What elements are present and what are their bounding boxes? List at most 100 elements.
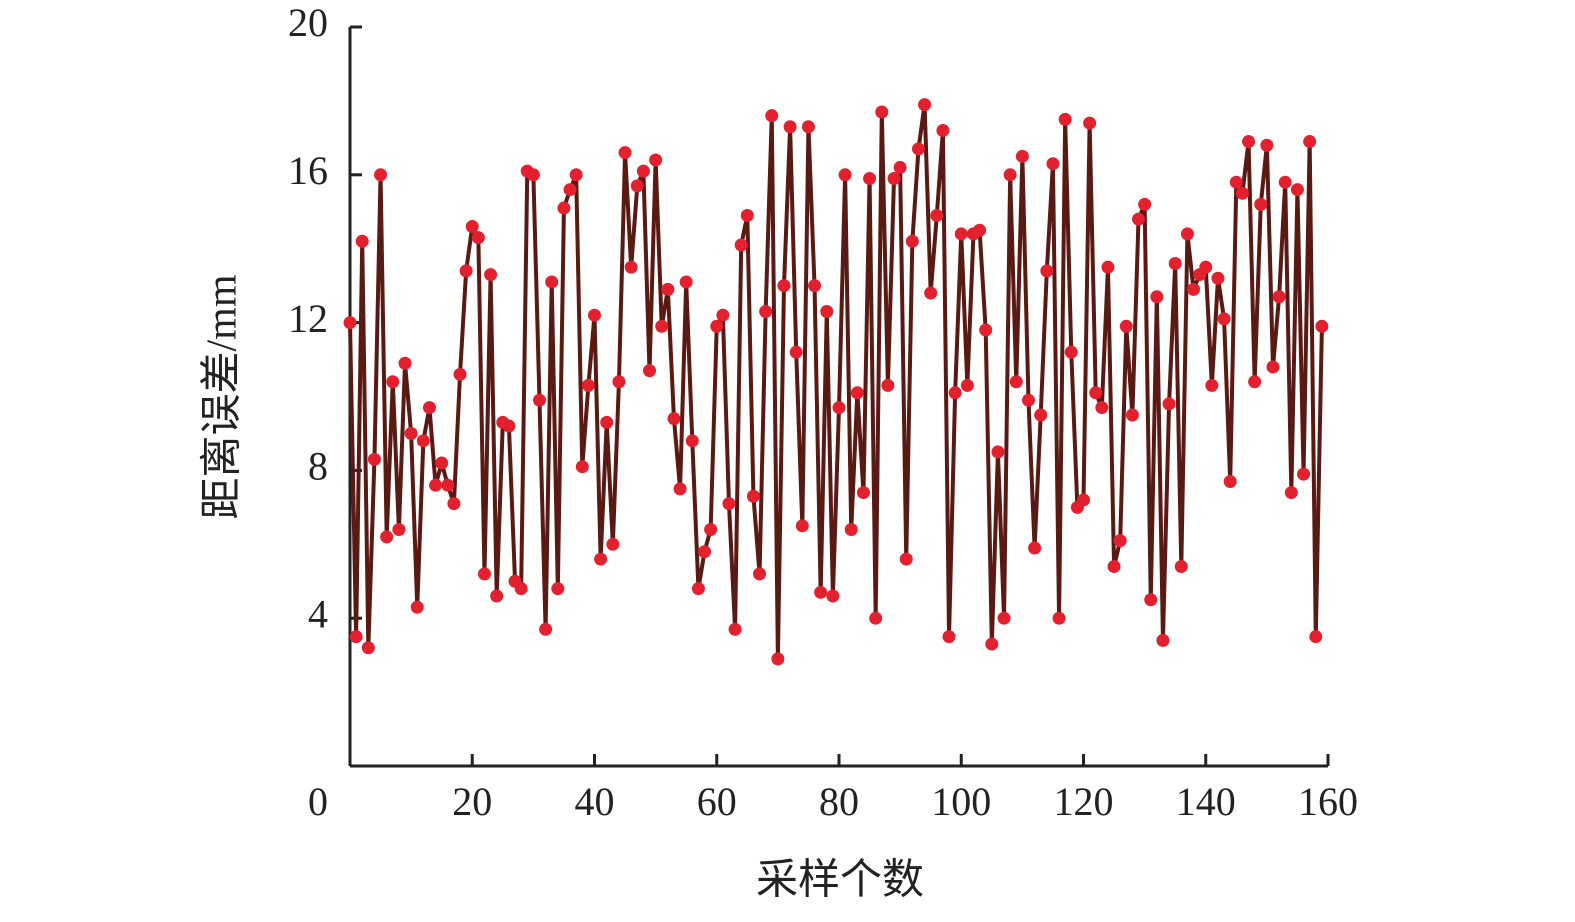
data-point (795, 519, 809, 533)
x-tick-label: 60 (697, 779, 737, 824)
data-point (594, 552, 608, 566)
y-tick-label: 4 (308, 591, 328, 636)
data-point (441, 478, 455, 492)
data-point (936, 123, 950, 137)
data-point (1162, 397, 1176, 411)
data-point (685, 434, 699, 448)
data-point (1260, 138, 1274, 152)
data-point (1015, 149, 1029, 163)
data-point (410, 600, 424, 614)
data-point (863, 171, 877, 185)
data-point (465, 220, 479, 234)
data-point (435, 456, 449, 470)
data-point (875, 105, 889, 119)
data-point (1242, 135, 1256, 149)
data-point (832, 401, 846, 415)
data-point (789, 345, 803, 359)
data-point (624, 260, 638, 274)
data-point (349, 630, 363, 644)
data-point (844, 523, 858, 537)
y-tick-label: 12 (288, 296, 328, 341)
x-tick-label: 100 (931, 779, 991, 824)
data-point (740, 208, 754, 222)
data-point (728, 622, 742, 636)
data-point (398, 356, 412, 370)
data-point (716, 308, 730, 322)
data-point (532, 393, 546, 407)
data-point (905, 234, 919, 248)
x-tick-label: 20 (452, 779, 492, 824)
data-point (1290, 183, 1304, 197)
data-point (1180, 227, 1194, 241)
data-point (1101, 260, 1115, 274)
data-point (881, 378, 895, 392)
data-point (1132, 212, 1146, 226)
data-point (722, 497, 736, 511)
data-point (1064, 345, 1078, 359)
data-point (618, 146, 632, 160)
data-point (783, 120, 797, 134)
data-point (954, 227, 968, 241)
data-point (1254, 197, 1268, 211)
data-point (361, 641, 375, 655)
data-point (569, 168, 583, 182)
series-line (348, 102, 1324, 661)
data-point (551, 582, 565, 596)
data-point (1168, 256, 1182, 270)
data-point (918, 98, 932, 112)
data-point (1021, 393, 1035, 407)
data-point (746, 489, 760, 503)
y-tick-label: 16 (288, 148, 328, 193)
x-tick-label: 120 (1054, 779, 1114, 824)
data-point (380, 530, 394, 544)
data-point (649, 153, 663, 167)
data-point (1138, 197, 1152, 211)
data-point (429, 478, 443, 492)
data-point (753, 567, 767, 581)
data-point (459, 264, 473, 278)
data-point (1174, 559, 1188, 573)
data-point (386, 375, 400, 389)
data-point (1052, 611, 1066, 625)
data-point (1205, 378, 1219, 392)
data-point (985, 637, 999, 651)
data-point (1297, 467, 1311, 481)
data-point (899, 552, 913, 566)
data-point (1278, 175, 1292, 189)
data-point (453, 367, 467, 381)
data-point (630, 179, 644, 193)
data-point (771, 652, 785, 666)
y-tick-label: 8 (308, 444, 328, 489)
data-point (514, 582, 528, 596)
data-point (416, 434, 430, 448)
data-point (960, 378, 974, 392)
data-point (777, 279, 791, 293)
data-point (801, 120, 815, 134)
data-point (367, 452, 381, 466)
x-tick-label: 140 (1176, 779, 1236, 824)
data-point (661, 282, 675, 296)
data-point (1315, 319, 1329, 333)
y-axis-title: 距离误差/mm (199, 274, 246, 519)
x-tick-label: 80 (819, 779, 859, 824)
data-point (1034, 408, 1048, 422)
data-point (710, 319, 724, 333)
data-point (1095, 401, 1109, 415)
data-point (691, 582, 705, 596)
data-point (1028, 541, 1042, 555)
data-point (600, 415, 614, 429)
data-point (820, 305, 834, 319)
data-point (759, 305, 773, 319)
data-point (1217, 312, 1231, 326)
data-point (1077, 493, 1090, 507)
data-point (1284, 486, 1298, 500)
data-point (612, 375, 626, 389)
data-point (997, 611, 1011, 625)
data-point (808, 279, 822, 293)
data-point (1235, 186, 1249, 200)
data-point (606, 537, 620, 551)
data-point (1266, 360, 1280, 374)
data-point (679, 275, 693, 289)
data-point (539, 622, 553, 636)
